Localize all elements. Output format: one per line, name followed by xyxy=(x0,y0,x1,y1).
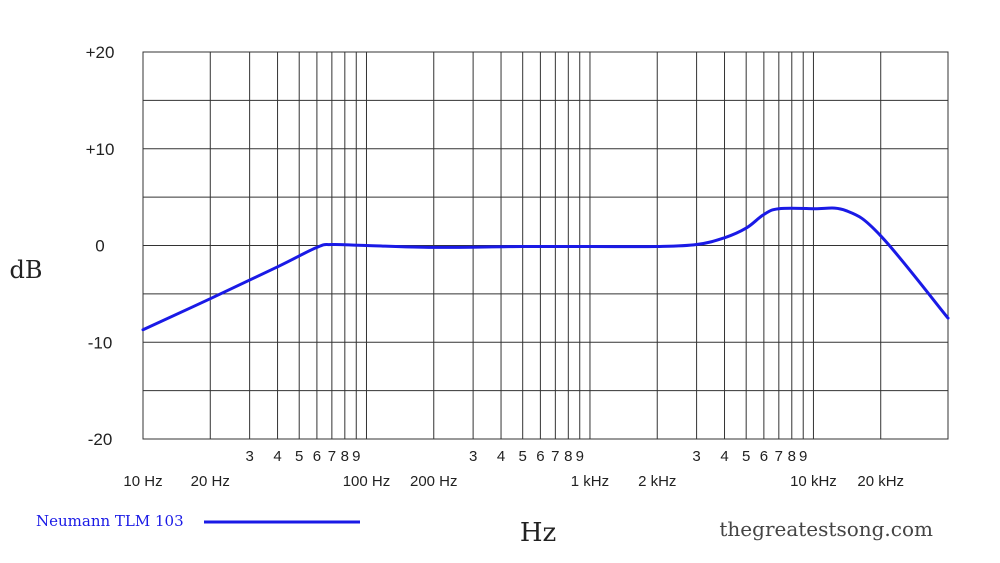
x-tick-label-minor: 8 xyxy=(564,448,572,465)
legend: Neumann TLM 103 xyxy=(36,512,360,530)
y-axis-label: dB xyxy=(10,256,43,284)
credit-text: thegreatestsong.com xyxy=(719,517,933,541)
x-tick-label-minor: 8 xyxy=(788,448,796,465)
x-tick-label-minor: 3 xyxy=(469,448,477,465)
x-tick-label-minor: 6 xyxy=(536,448,544,465)
y-tick-label: 0 xyxy=(95,237,104,256)
x-tick-label-minor: 5 xyxy=(519,448,527,465)
y-tick-label: -20 xyxy=(88,430,113,449)
x-tick-label-minor: 7 xyxy=(775,448,783,465)
y-tick-label: +10 xyxy=(86,140,115,159)
x-tick-label-minor: 9 xyxy=(799,448,807,465)
x-tick-label-minor: 6 xyxy=(760,448,768,465)
x-tick-label-major: 1 kHz xyxy=(571,473,609,490)
x-tick-label-major: 20 Hz xyxy=(191,473,230,490)
plot-frame xyxy=(142,51,949,440)
x-tick-label-major: 2 kHz xyxy=(638,473,676,490)
x-tick-label-minor: 3 xyxy=(692,448,700,465)
y-tick-label: +20 xyxy=(86,43,115,62)
y-axis-ticks: +20 +10 0 -10 -20 xyxy=(86,43,115,449)
legend-label: Neumann TLM 103 xyxy=(36,512,184,530)
x-axis-ticks: 3 4 5 6 7 8 9 3 4 5 6 7 8 9 3 4 5 6 7 8 910 Hz 20 Hz 100 Hz 200… xyxy=(123,448,904,490)
x-tick-label-minor: 4 xyxy=(497,448,505,465)
x-tick-label-minor: 6 xyxy=(313,448,321,465)
x-tick-label-minor: 3 xyxy=(245,448,253,465)
x-tick-label-major: 10 kHz xyxy=(790,473,837,490)
x-tick-label-major: 100 Hz xyxy=(343,473,391,490)
x-tick-label-minor: 5 xyxy=(742,448,750,465)
x-tick-label-minor: 9 xyxy=(576,448,584,465)
x-tick-label-major: 20 kHz xyxy=(857,473,904,490)
x-tick-label-minor: 9 xyxy=(352,448,360,465)
x-tick-label-major: 200 Hz xyxy=(410,473,458,490)
x-tick-label-major: 10 Hz xyxy=(123,473,162,490)
series-group xyxy=(141,206,950,332)
y-tick-label: -10 xyxy=(88,333,113,352)
x-tick-label-minor: 8 xyxy=(341,448,349,465)
x-tick-label-minor: 7 xyxy=(328,448,336,465)
x-tick-label-minor: 4 xyxy=(720,448,728,465)
x-tick-label-minor: 7 xyxy=(551,448,559,465)
x-tick-label-minor: 4 xyxy=(273,448,281,465)
x-tick-label-minor: 5 xyxy=(295,448,303,465)
x-axis-label: Hz xyxy=(520,518,556,548)
series-line-0 xyxy=(141,206,950,332)
